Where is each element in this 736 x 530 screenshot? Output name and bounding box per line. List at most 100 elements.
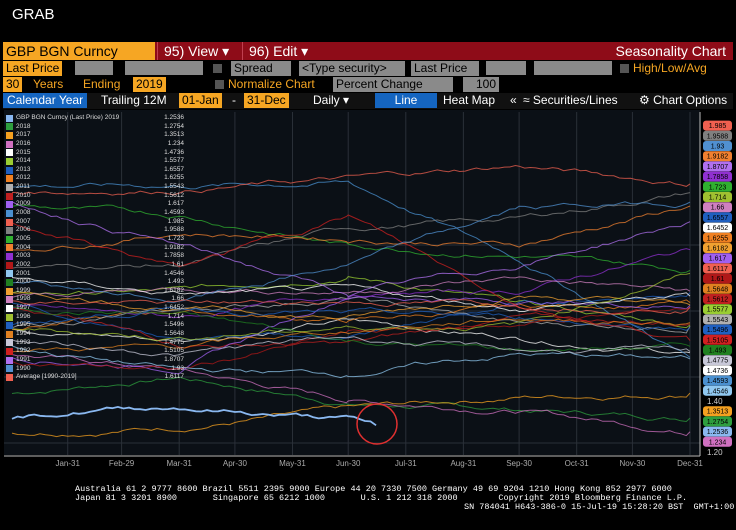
legend-item[interactable]: 1995 1.5496 [6, 321, 184, 330]
legend-last-value: 1.6557 [164, 165, 184, 173]
tab-line[interactable]: Line [375, 93, 437, 108]
legend-series-name: Average [1990-2019] [16, 373, 77, 381]
from-date-input[interactable]: 01-Jan [179, 93, 222, 108]
high-low-avg-checkbox[interactable] [620, 64, 629, 73]
series-line [11, 299, 691, 315]
footer-contacts-1: Australia 61 2 9777 8600 Brazil 5511 239… [75, 484, 672, 494]
collapse-button[interactable]: « [510, 93, 517, 107]
frequency-select[interactable]: Daily ▾ [313, 93, 350, 107]
field-dropdown-2[interactable] [125, 61, 203, 75]
legend-item[interactable]: 2000 1.493 [6, 278, 184, 287]
legend-item[interactable]: 2005 1.723 [6, 235, 184, 244]
legend-item[interactable]: 1999 1.6182 [6, 287, 184, 296]
legend-last-value: 1.6182 [164, 286, 184, 294]
legend-last-value: 1.6255 [164, 174, 184, 182]
legend-item[interactable]: 1998 1.66 [6, 295, 184, 304]
securities-lines-button[interactable]: ≈ Securities/Lines [523, 93, 618, 108]
field2-dropdown-2[interactable] [534, 61, 612, 75]
legend-swatch [6, 356, 13, 364]
type-security-input[interactable]: <Type security> [299, 61, 405, 76]
ending-year-stepper[interactable]: 2019 [133, 77, 166, 92]
spread-checkbox[interactable] [213, 64, 222, 73]
seasonality-line-chart[interactable]: Jan-31 Feb-29 Mar-31 Apr-30 May-31 Jun-30 Jul-… [0, 0, 736, 480]
legend-swatch [6, 132, 13, 140]
tab-calendar-year[interactable]: Calendar Year [3, 93, 88, 108]
lines-icon: ≈ [523, 93, 533, 107]
normalize-mode-select[interactable]: Percent Change [333, 77, 453, 92]
field2-select[interactable]: Last Price [411, 61, 479, 76]
legend-series-name: 2012 [16, 174, 31, 182]
legend-item[interactable]: 2001 1.4546 [6, 270, 184, 279]
normalize-checkbox[interactable] [215, 80, 224, 89]
view-menu[interactable]: 95) View ▾ [157, 42, 235, 60]
ending-label: Ending [83, 77, 121, 91]
security-field[interactable]: GBP BGN Curncy [3, 42, 155, 60]
legend-item[interactable]: 2015 1.4736 [6, 149, 184, 158]
x-tick-label: Feb-29 [109, 459, 135, 468]
frequency-label: Daily [313, 93, 340, 107]
legend-last-value: 1.4546 [164, 269, 184, 277]
legend-item[interactable]: 2006 1.9588 [6, 226, 184, 235]
legend-last-value: 1.66 [171, 295, 184, 303]
legend-item[interactable]: 2014 1.5577 [6, 157, 184, 166]
last-value-label: 1.6452 [707, 225, 729, 232]
legend-series-name: 2000 [16, 278, 31, 286]
tab-heat-map[interactable]: Heat Map [443, 93, 496, 107]
to-date-input[interactable]: 31-Dec [244, 93, 289, 108]
last-value-badge [703, 192, 732, 202]
legend-series-name: 2006 [16, 226, 31, 234]
edit-menu[interactable]: 96) Edit ▾ [242, 42, 314, 60]
chart-options-button[interactable]: ⚙ Chart Options [639, 93, 727, 108]
legend-item[interactable]: GBP BGN Curncy (Last Price) 2019 1.2536 [6, 114, 184, 123]
last-value-label: 1.9182 [707, 154, 729, 161]
legend-item[interactable]: 2007 1.985 [6, 218, 184, 227]
legend-swatch [6, 192, 13, 200]
field2-dropdown-1[interactable] [486, 61, 526, 75]
legend-item[interactable]: 1992 1.5105 [6, 347, 184, 356]
legend-last-value: 1.6452 [164, 304, 184, 312]
legend-item[interactable]: Average [1990-2019] 1.6117 [6, 373, 184, 382]
footer-contacts-2: Japan 81 3 3201 8900 Singapore 65 6212 1… [75, 493, 688, 503]
legend-item[interactable]: 1994 1.5648 [6, 330, 184, 339]
legend-item[interactable]: 2017 1.3513 [6, 131, 184, 140]
last-value-label: 1.3513 [707, 409, 729, 416]
legend-item[interactable]: 2013 1.6557 [6, 166, 184, 175]
legend-series-name: 2016 [16, 139, 31, 147]
years-stepper[interactable]: 30 [3, 77, 23, 92]
last-value-badge [703, 151, 732, 162]
legend-swatch [6, 287, 13, 295]
last-value-badge [703, 406, 732, 417]
field-select[interactable]: Last Price [3, 61, 63, 76]
legend-item[interactable]: 2012 1.6255 [6, 174, 184, 183]
last-value-label: 1.5612 [707, 297, 729, 304]
legend-item[interactable]: 2016 1.234 [6, 140, 184, 149]
legend-last-value: 1.8707 [164, 355, 184, 363]
legend-last-value: 1.4775 [164, 338, 184, 346]
chevron-down-icon: ▾ [301, 43, 309, 59]
legend-swatch [6, 158, 13, 166]
legend-item[interactable]: 2018 1.2754 [6, 123, 184, 132]
spread-select[interactable]: Spread [231, 61, 291, 76]
normalize-base-input[interactable]: 100 [463, 77, 499, 92]
legend-item[interactable]: 2002 1.61 [6, 261, 184, 270]
legend-item[interactable]: 2009 1.617 [6, 200, 184, 209]
window-title: GRAB [12, 6, 55, 23]
legend-last-value: 1.714 [167, 312, 184, 320]
footer-session: SN 784041 H643-386-0 15-Jul-19 15:28:20 … [464, 502, 735, 512]
field-dropdown-1[interactable] [75, 61, 113, 75]
legend-item[interactable]: 1993 1.4775 [6, 339, 184, 348]
legend-item[interactable]: 1997 1.6452 [6, 304, 184, 313]
legend-item[interactable]: 2008 1.4593 [6, 209, 184, 218]
last-value-label: 1.4736 [707, 368, 729, 375]
last-value-badge [703, 263, 732, 274]
legend-item[interactable]: 1991 1.8707 [6, 356, 184, 365]
legend-item[interactable]: 2010 1.5612 [6, 192, 184, 201]
legend-item[interactable]: 2011 1.5543 [6, 183, 184, 192]
legend-item[interactable]: 2003 1.7858 [6, 252, 184, 261]
legend-item[interactable]: 1990 1.93 [6, 365, 184, 374]
tab-trailing-12m[interactable]: Trailing 12M [101, 93, 167, 107]
series-line [11, 204, 691, 274]
legend-last-value: 1.4593 [164, 209, 184, 217]
legend-item[interactable]: 1996 1.714 [6, 313, 184, 322]
legend-item[interactable]: 2004 1.9182 [6, 244, 184, 253]
